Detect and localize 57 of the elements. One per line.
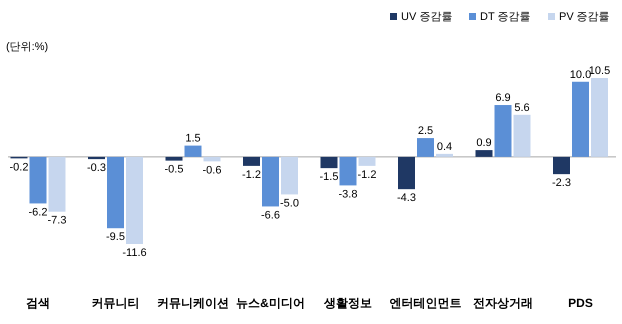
data-label: 1.5 [185, 132, 201, 145]
data-label: 0.9 [476, 137, 492, 150]
data-label: 0.4 [436, 140, 452, 153]
bar [398, 156, 415, 190]
bar [243, 156, 260, 166]
bar [340, 156, 356, 186]
legend-label: DT 증감률 [480, 11, 531, 23]
bar [320, 156, 338, 168]
data-label: -6.2 [28, 206, 48, 218]
bar [126, 156, 143, 244]
data-label: -11.6 [122, 247, 147, 259]
data-label: -0.6 [202, 164, 222, 176]
data-label: -1.2 [242, 168, 261, 181]
bar [262, 156, 279, 206]
bar [166, 156, 182, 161]
data-label: 10.0 [570, 68, 592, 81]
data-label: -9.5 [106, 231, 125, 244]
bar [514, 114, 530, 157]
data-label: 2.5 [418, 125, 434, 138]
data-label: -4.3 [397, 192, 416, 204]
x-tick-label: 검색 [26, 296, 50, 310]
text: (단위:%) [6, 41, 48, 53]
x-tick-label: 전자상거래 [473, 296, 533, 310]
bar [48, 156, 66, 212]
bar [494, 105, 512, 157]
x-tick-label: 커뮤니티 [92, 296, 140, 310]
data-label: -1.5 [320, 171, 338, 184]
bar [436, 154, 453, 157]
data-label: -0.5 [164, 164, 184, 176]
data-label: -0.2 [10, 161, 28, 174]
x-tick-label: 뉴스&미디어 [236, 296, 305, 310]
data-label: -1.2 [358, 168, 376, 181]
bar [107, 156, 124, 228]
bar [591, 78, 608, 157]
x-tick-label: PDS [568, 296, 593, 310]
data-label: -5.0 [280, 197, 299, 210]
bar [476, 150, 492, 157]
x-tick-label: 엔터테인먼트 [390, 296, 462, 310]
bar [204, 156, 220, 162]
bar [30, 156, 46, 204]
data-label: 6.9 [495, 92, 511, 104]
bar [184, 146, 202, 157]
data-label: -0.3 [87, 162, 106, 174]
legend-label: PV 증감률 [559, 11, 610, 23]
x-tick-label: 생활정보 [323, 296, 372, 310]
x-tick-label: 커뮤니케이션 [157, 296, 229, 310]
bar [417, 138, 434, 157]
data-label: -7.3 [48, 214, 66, 227]
bar [281, 156, 298, 194]
bar [358, 156, 376, 166]
data-label: -3.8 [338, 188, 358, 200]
data-label: 5.6 [514, 102, 530, 114]
data-label: -2.3 [552, 177, 571, 190]
data-label: -6.6 [261, 209, 280, 222]
legend-label: UV 증감률 [401, 11, 452, 23]
bar [553, 156, 570, 174]
bar [572, 82, 589, 157]
